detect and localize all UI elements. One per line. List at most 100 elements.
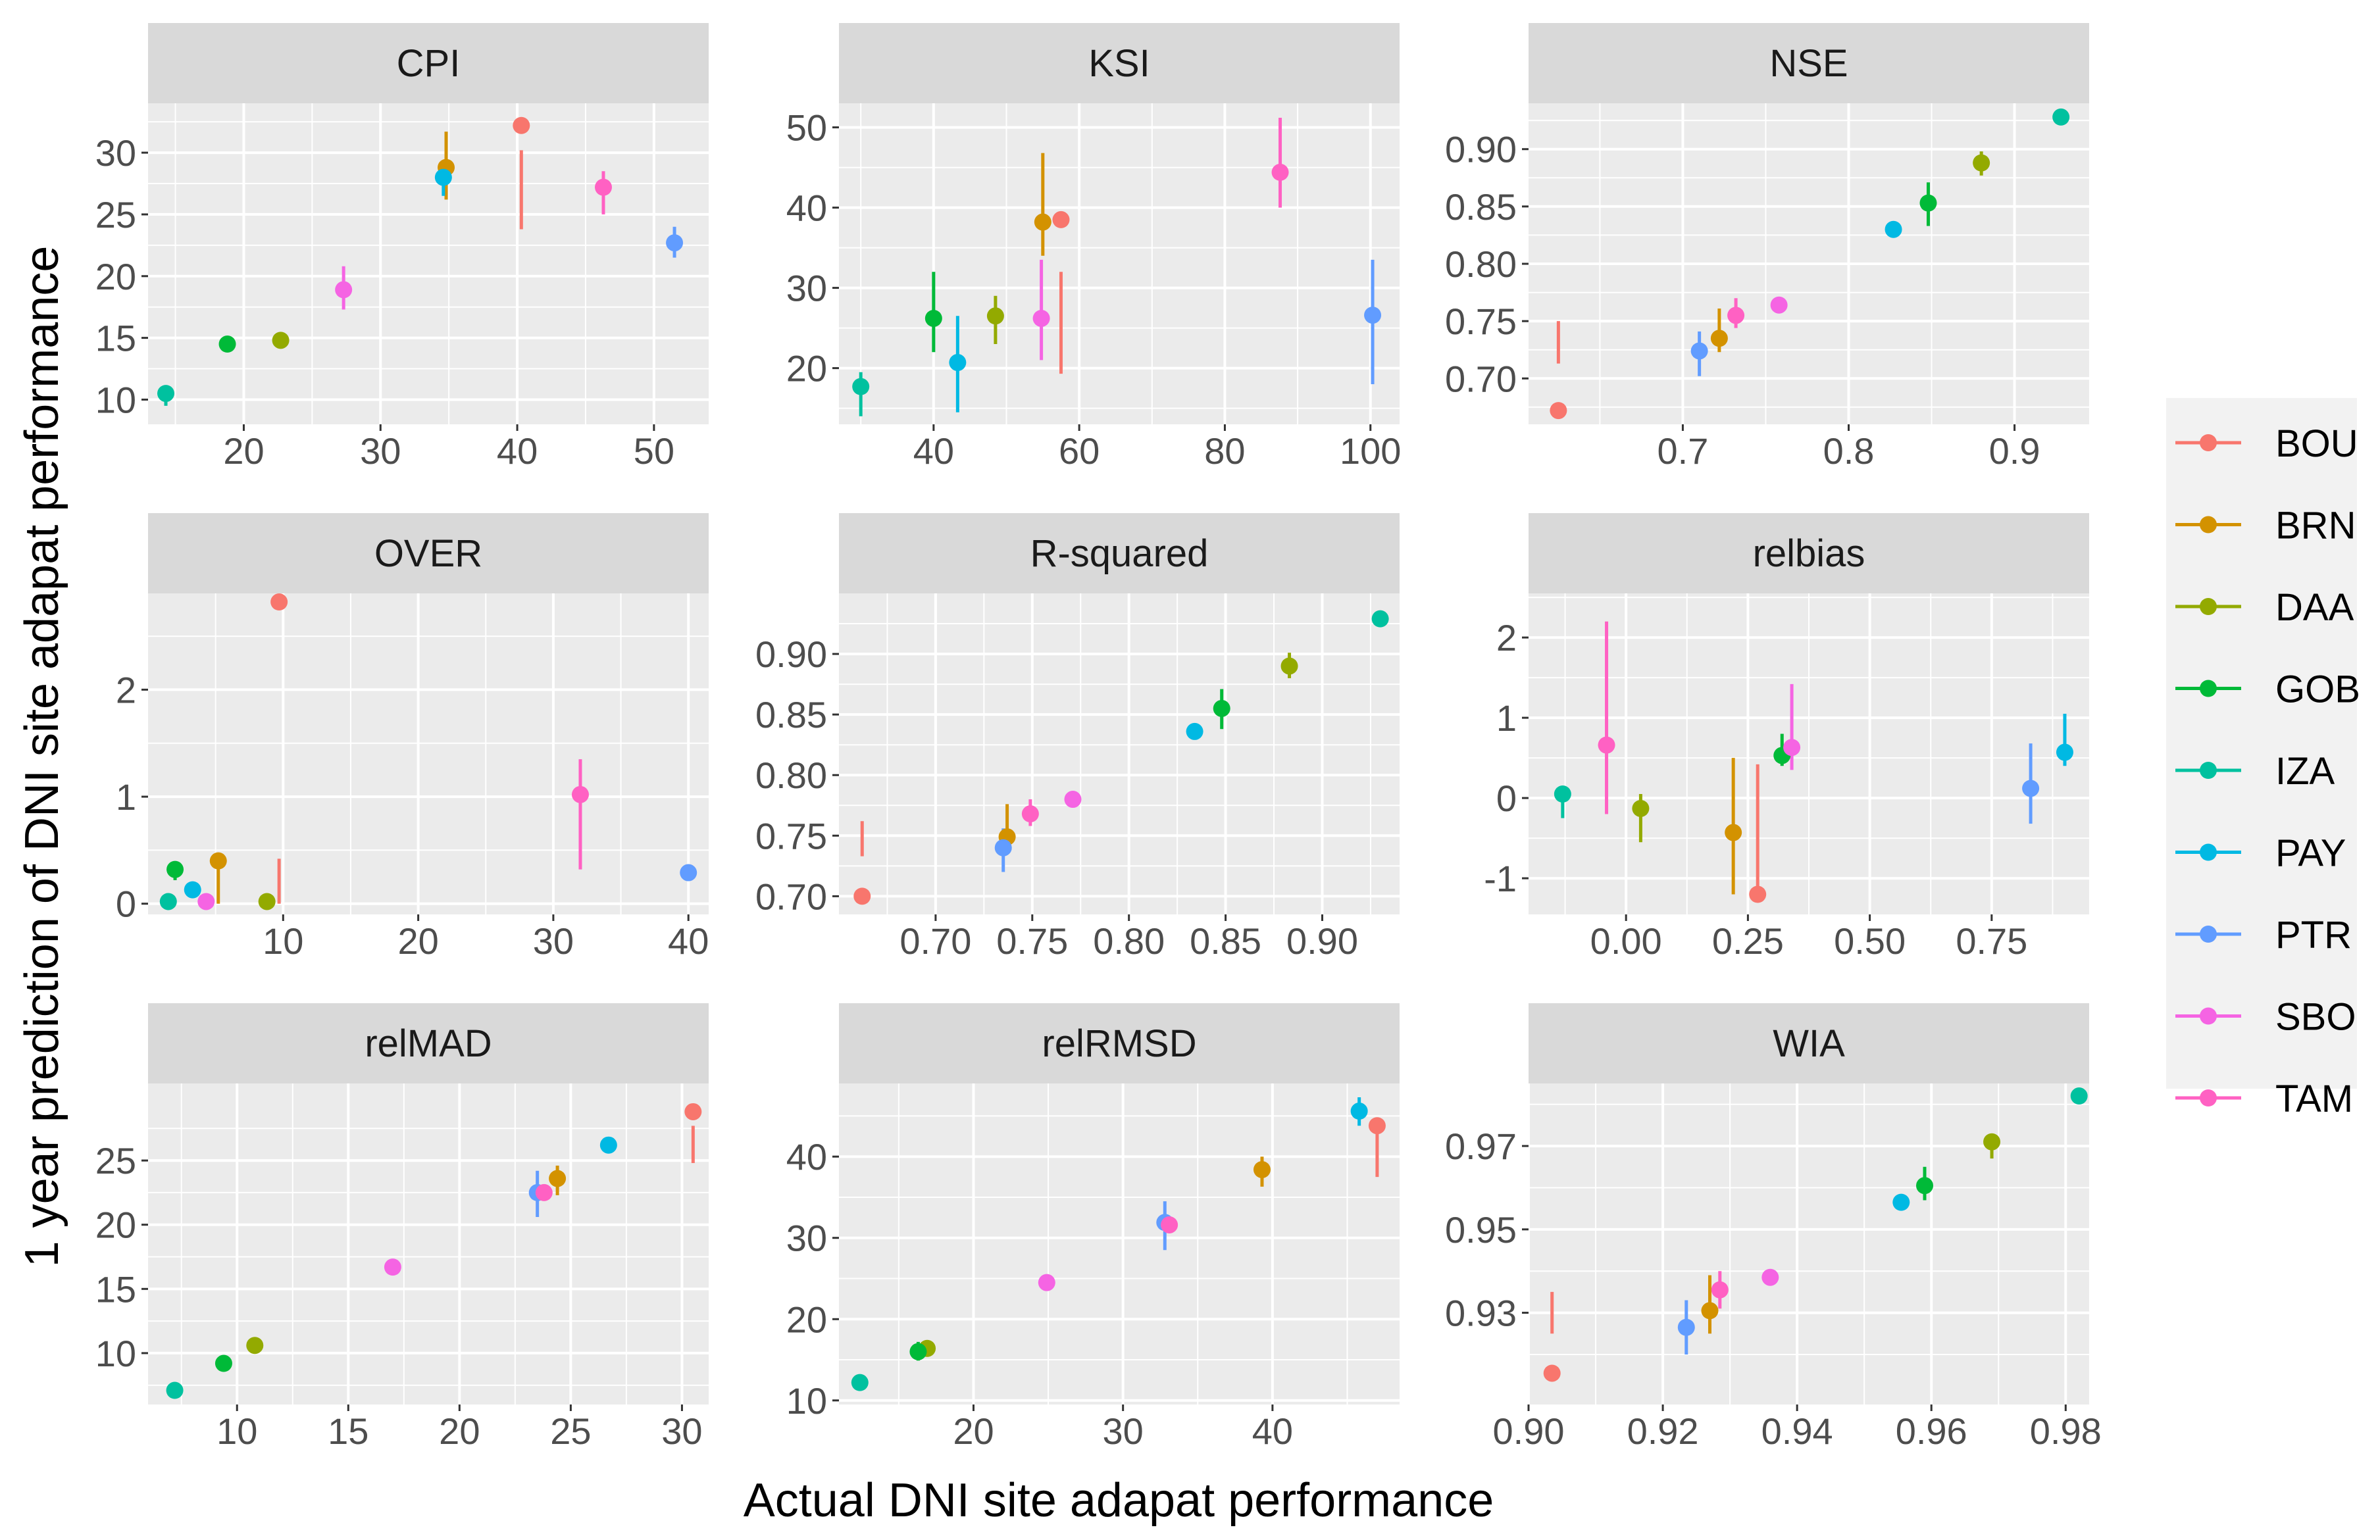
y-tick-label: 15 — [95, 318, 136, 359]
point-brn — [1710, 330, 1728, 347]
point-ptr — [680, 864, 697, 882]
x-tick-label: 30 — [1103, 1410, 1144, 1452]
point-iza — [159, 893, 177, 910]
facet-strip — [148, 1003, 709, 1083]
point-sbo — [335, 281, 353, 299]
legend-background — [2166, 398, 2357, 1089]
panel-over: OVER 10 20 30 40 0 1 2 — [116, 513, 709, 962]
x-tick-label: 0.8 — [1823, 430, 1875, 472]
x-tick-label: 30 — [360, 430, 401, 472]
y-tick-label: 0.70 — [1445, 358, 1517, 399]
point-tam — [1161, 1216, 1178, 1233]
x-tick-label: 15 — [328, 1410, 368, 1452]
y-tick-label: 15 — [95, 1268, 136, 1310]
point-bou — [1749, 885, 1767, 903]
legend-label: SBO — [2275, 996, 2356, 1039]
y-tick-label: 0.80 — [755, 755, 827, 796]
legend-label: PTR — [2275, 914, 2352, 956]
x-tick-label: 100 — [1340, 430, 1401, 472]
point-bou — [1543, 1364, 1561, 1382]
facet-title: relRMSD — [1042, 1022, 1196, 1065]
y-tick-label: 25 — [95, 194, 136, 236]
point-iza — [2070, 1087, 2088, 1105]
y-tick-label: 0.90 — [1445, 129, 1517, 170]
point-tam — [1598, 736, 1615, 754]
point-brn — [1034, 213, 1051, 231]
legend: BOU BRN DAA GOB IZA PAY PTR SBO TAM — [2166, 398, 2360, 1120]
plot-background — [148, 103, 709, 424]
legend-label: PAY — [2275, 832, 2346, 875]
point-sbo — [1770, 296, 1788, 314]
x-tick-label: 0.9 — [1989, 430, 2040, 472]
point-brn — [549, 1170, 567, 1187]
facet-strip — [1529, 513, 2089, 593]
point-brn — [209, 852, 227, 870]
point-bou — [1550, 402, 1567, 420]
point-daa — [1973, 154, 1990, 172]
point-daa — [258, 893, 276, 910]
x-tick-label: 20 — [397, 920, 438, 962]
legend-label: BOU — [2275, 422, 2358, 465]
point-ptr — [994, 839, 1012, 857]
legend-item-bou: BOU — [2175, 422, 2358, 465]
point-pay — [949, 354, 967, 372]
point-iza — [851, 1374, 869, 1391]
panel-relmad: relMAD 10 15 20 25 30 10 15 20 25 — [95, 1003, 709, 1452]
y-tick-label: 0.75 — [755, 815, 827, 857]
point-ptr — [1690, 342, 1708, 360]
facet-title: R-squared — [1030, 532, 1209, 575]
y-tick-label: 0.85 — [755, 694, 827, 735]
legend-key-point — [2200, 434, 2217, 451]
legend-item-daa: DAA — [2175, 586, 2354, 629]
x-tick-label: 0.92 — [1627, 1410, 1699, 1452]
y-tick-label: 40 — [786, 187, 827, 229]
point-ptr — [1677, 1318, 1695, 1336]
legend-item-pay: PAY — [2175, 832, 2346, 875]
point-sbo — [1038, 1274, 1055, 1291]
point-pay — [1186, 722, 1203, 740]
point-bou — [853, 887, 871, 905]
point-bou — [1368, 1117, 1386, 1135]
legend-item-ptr: PTR — [2175, 914, 2352, 956]
legend-key-point — [2200, 1089, 2217, 1106]
point-gob — [909, 1343, 927, 1360]
y-tick-label: 20 — [786, 1299, 827, 1340]
legend-label: DAA — [2275, 586, 2354, 629]
y-tick-label: 30 — [95, 132, 136, 174]
legend-item-iza: IZA — [2175, 750, 2335, 793]
point-gob — [215, 1354, 232, 1372]
point-sbo — [197, 893, 215, 910]
facet-strip — [839, 513, 1400, 593]
point-bou — [684, 1103, 702, 1120]
point-daa — [1632, 799, 1650, 817]
point-tam — [594, 178, 612, 196]
facet-title: NSE — [1769, 42, 1848, 85]
facet-title: CPI — [397, 42, 461, 85]
panel-nse: NSE 0.7 0.8 0.9 0.70 0.75 0.80 0.85 0.90 — [1445, 23, 2089, 472]
y-tick-label: 20 — [95, 256, 136, 297]
point-pay — [1350, 1103, 1368, 1120]
point-iza — [852, 378, 870, 395]
y-tick-label: 25 — [95, 1140, 136, 1181]
x-tick-label: 10 — [263, 920, 303, 962]
y-tick-label: 30 — [786, 268, 827, 309]
x-tick-label: 0.25 — [1712, 920, 1784, 962]
y-tick-label: 20 — [95, 1205, 136, 1246]
point-tam — [1727, 307, 1745, 324]
x-tick-label: 30 — [533, 920, 574, 962]
plot-background — [148, 593, 709, 914]
panel-relbias: relbias 0.00 0.25 0.50 0.75 -1 0 1 2 — [1484, 513, 2089, 962]
point-tam — [535, 1183, 553, 1201]
point-gob — [166, 860, 184, 878]
facet-title: OVER — [374, 532, 482, 575]
point-pay — [1885, 220, 1902, 238]
y-tick-label: 10 — [786, 1380, 827, 1422]
legend-item-brn: BRN — [2175, 505, 2356, 547]
panel-wia: WIA 0.90 0.92 0.94 0.96 0.98 0.93 0.95 0.97 — [1445, 1003, 2102, 1452]
point-iza — [166, 1381, 184, 1399]
facet-strip — [1529, 1003, 2089, 1083]
point-bou — [270, 593, 288, 611]
x-tick-label: 80 — [1204, 430, 1245, 472]
point-bou — [1052, 211, 1070, 228]
point-pay — [434, 168, 452, 186]
